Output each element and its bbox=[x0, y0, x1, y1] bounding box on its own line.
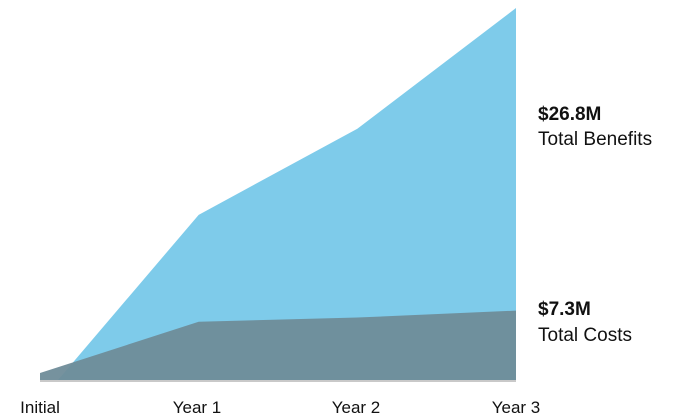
total-benefits-area bbox=[58, 8, 516, 380]
total-costs-value: $7.3M bbox=[538, 299, 591, 320]
total-costs-label: Total Costs bbox=[538, 325, 632, 346]
total-benefits-label: Total Benefits bbox=[538, 129, 652, 150]
x-tick-label: Year 2 bbox=[332, 398, 381, 417]
total-benefits-value: $26.8M bbox=[538, 104, 601, 125]
x-axis-tick-labels: Initial Year 1 Year 2 Year 3 bbox=[20, 398, 540, 417]
x-tick-label: Year 3 bbox=[492, 398, 541, 417]
x-tick-label: Initial bbox=[20, 398, 60, 417]
benefits-annotation: $26.8M Total Benefits bbox=[538, 104, 652, 150]
total-costs-area bbox=[40, 310, 516, 380]
x-tick-label: Year 1 bbox=[173, 398, 222, 417]
costs-annotation: $7.3M Total Costs bbox=[538, 299, 632, 346]
